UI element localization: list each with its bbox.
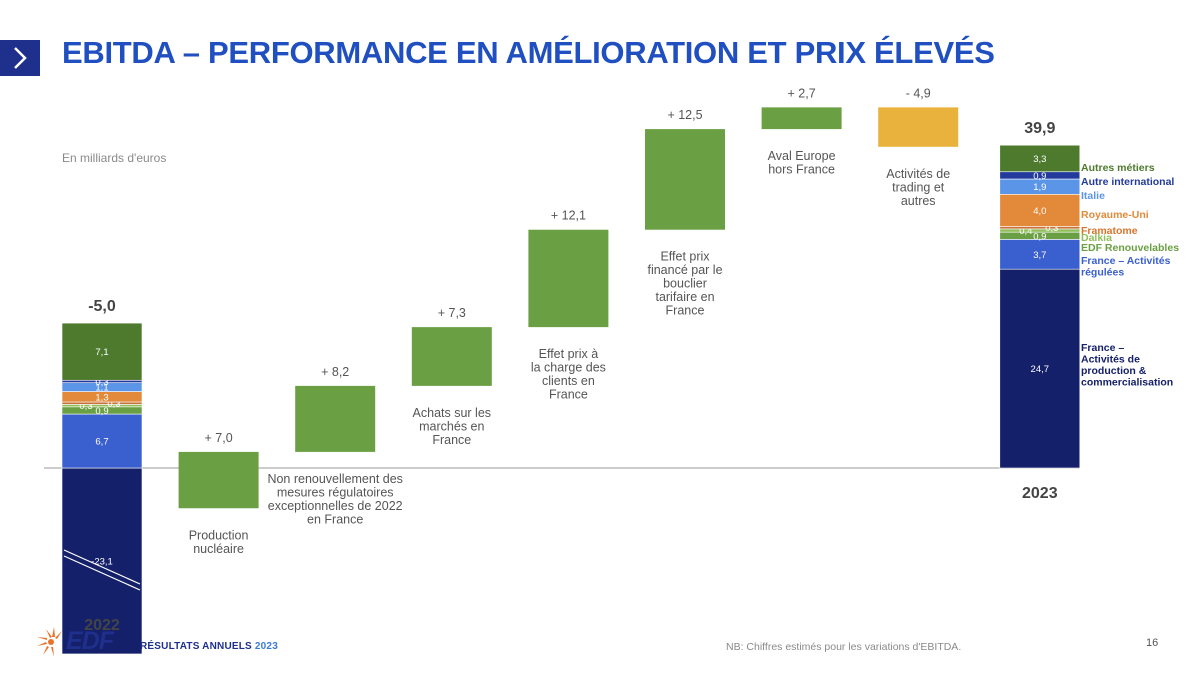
end-bar-segment-label: 0,9 — [1033, 171, 1046, 182]
start-bar-segment-label: 0,3 — [79, 401, 92, 412]
axis-break-mark — [63, 555, 141, 591]
legend-item: Autre international — [1081, 176, 1174, 188]
start-bar-segment-label: 1,3 — [95, 392, 108, 403]
step-bar — [178, 451, 259, 509]
end-bar-segment-label: 3,3 — [1033, 154, 1046, 165]
page-number: 16 — [1146, 637, 1159, 649]
end-bar-segment-label: 24,7 — [1031, 364, 1050, 375]
start-bar-segment-label: 6,7 — [95, 437, 108, 448]
step-category-label: Achats sur les marchés en France — [413, 406, 492, 447]
step-bar — [878, 107, 959, 147]
end-bar-segment-label: 3,7 — [1033, 250, 1046, 261]
step-category-label: Effet prix à la charge des clients en Franc… — [531, 347, 606, 402]
end-bar-segment — [999, 194, 1081, 227]
step-bar — [761, 107, 842, 130]
legend-item: Framatome — [1081, 225, 1138, 237]
legend-item: Italie — [1081, 190, 1105, 202]
start-bar-segment-label: 1,1 — [95, 383, 108, 394]
start-total-label: -5,0 — [88, 298, 116, 315]
end-bar-segment-label: 4,0 — [1033, 206, 1046, 217]
chevron-icon — [0, 40, 40, 76]
start-bar-segment-label: 0,3 — [95, 377, 108, 388]
end-bar-segment — [999, 226, 1081, 230]
step-value-label: + 8,2 — [321, 365, 349, 379]
step-bar — [645, 129, 725, 230]
end-bar-segment-label: 1,9 — [1033, 182, 1046, 193]
step-value-label: + 7,3 — [438, 306, 466, 320]
legend-item: Royaume-Uni — [1081, 209, 1149, 221]
footer-note: NB: Chiffres estimés pour les variations… — [726, 641, 962, 653]
legend-item: France – Activités régulées — [1081, 255, 1171, 279]
footer-brand: RÉSULTATS ANNUELS 2023 — [140, 641, 278, 652]
end-bar-segment — [999, 144, 1081, 173]
step-bar — [528, 229, 609, 328]
footer-brand-text: RÉSULTATS ANNUELS — [140, 641, 252, 652]
axis-break-mark — [63, 549, 141, 585]
step-value-label: - 4,9 — [906, 86, 931, 100]
legend-item: EDF Renouvelables — [1081, 242, 1179, 254]
legend-item: France – Activités de production & commerci… — [1081, 342, 1173, 389]
step-category-label: Effet prix financé par le bouclier tarifair… — [647, 250, 722, 318]
end-bar-segment-label: 0,3 — [1045, 223, 1058, 234]
step-value-label: + 12,1 — [551, 209, 586, 223]
start-bar-segment-label: 0,3 — [107, 399, 120, 410]
start-bar-segment-label: 0,9 — [95, 406, 108, 417]
footer-year: 2023 — [254, 641, 278, 652]
step-bar — [295, 385, 376, 452]
start-bar-segment — [61, 322, 143, 381]
end-bar-segment — [999, 228, 1081, 233]
legend-item: Dalkia — [1081, 232, 1112, 244]
start-bar-segment-label: -23,1 — [91, 556, 113, 567]
step-category-label: Aval Europe hors France — [768, 149, 836, 177]
start-bar-segment — [61, 404, 143, 408]
end-bar-segment — [999, 239, 1081, 270]
end-bar-segment-label: 0,4 — [1019, 226, 1032, 237]
edf-logo-icon — [37, 627, 62, 657]
start-category-label: 2022 — [84, 617, 120, 634]
step-bar — [411, 327, 492, 386]
step-value-label: + 7,0 — [205, 431, 233, 445]
step-value-label: + 12,5 — [667, 108, 702, 122]
end-bar-segment — [999, 268, 1081, 469]
start-bar-segment-label: 7,1 — [95, 347, 108, 358]
start-bar-segment — [61, 413, 143, 469]
step-category-label: Production nucléaire — [189, 528, 249, 556]
end-total-label: 39,9 — [1024, 120, 1055, 137]
step-category-label: Non renouvellement des mesures régulatoir… — [267, 472, 403, 527]
end-category-label: 2023 — [1022, 485, 1058, 502]
unit-label: En milliards d'euros — [62, 151, 167, 165]
logo-text: EDF — [66, 627, 114, 655]
end-bar-segment-label: 0,9 — [1033, 231, 1046, 242]
step-value-label: + 2,7 — [788, 86, 816, 100]
step-category-label: Activités de trading et autres — [886, 167, 950, 208]
page-title: EBITDA – PERFORMANCE EN AMÉLIORATION ET … — [62, 35, 995, 70]
legend-item: Autres métiers — [1081, 162, 1155, 174]
